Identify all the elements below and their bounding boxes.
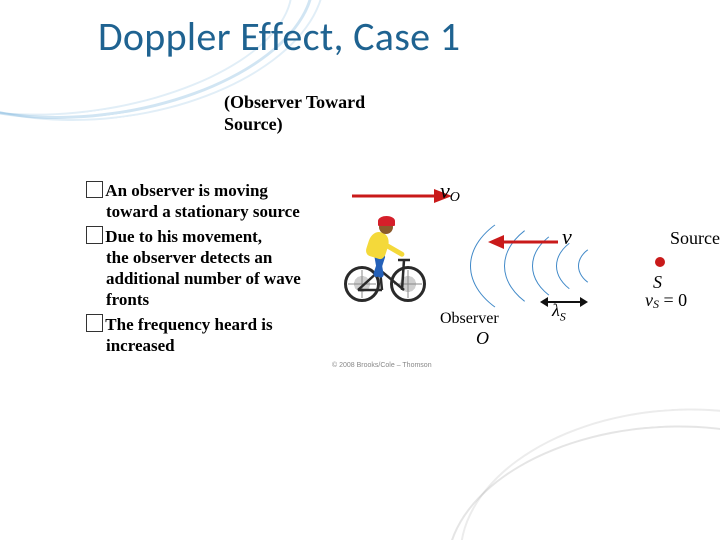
bullet-rest: the observer detects an additional numbe…	[106, 247, 316, 311]
bullet-item: Due to his movement, the observer detect…	[86, 226, 316, 311]
slide-title: Doppler Effect, Case 1	[98, 12, 460, 61]
source-point-icon	[655, 257, 665, 267]
figure-credit: © 2008 Brooks/Cole – Thomson	[332, 362, 432, 369]
bullet-first-line: Due to his movement,	[105, 227, 262, 246]
bullet-item: An observer is moving toward a stationar…	[86, 180, 316, 223]
bullet-first-line: An observer is moving	[105, 181, 268, 200]
source-velocity-label: vS = 0	[645, 290, 687, 312]
bullet-glyph-icon	[86, 314, 103, 331]
bullet-glyph-icon	[86, 226, 103, 243]
wave-velocity-arrow-icon	[488, 232, 558, 252]
observer-symbol: O	[476, 328, 489, 349]
observer-label: Observer	[440, 310, 499, 328]
bullet-first-line: The frequency heard is	[105, 315, 272, 334]
wave-velocity-label: v	[562, 224, 572, 250]
bullet-rest: increased	[106, 335, 316, 356]
bullet-item: The frequency heard is increased	[86, 314, 316, 357]
bullet-glyph-icon	[86, 181, 103, 198]
wavelength-label: λS	[552, 300, 566, 325]
bullet-rest: toward a stationary source	[106, 201, 316, 222]
observer-velocity-label: vO	[440, 178, 460, 206]
source-label: Source	[670, 228, 720, 249]
observer-velocity-arrow-icon	[352, 186, 452, 206]
body-text: An observer is moving toward a stationar…	[86, 180, 316, 359]
observer-cyclist-icon	[344, 208, 424, 308]
slide-subtitle: (Observer Toward Source)	[224, 92, 424, 135]
doppler-figure: vO	[330, 180, 710, 355]
